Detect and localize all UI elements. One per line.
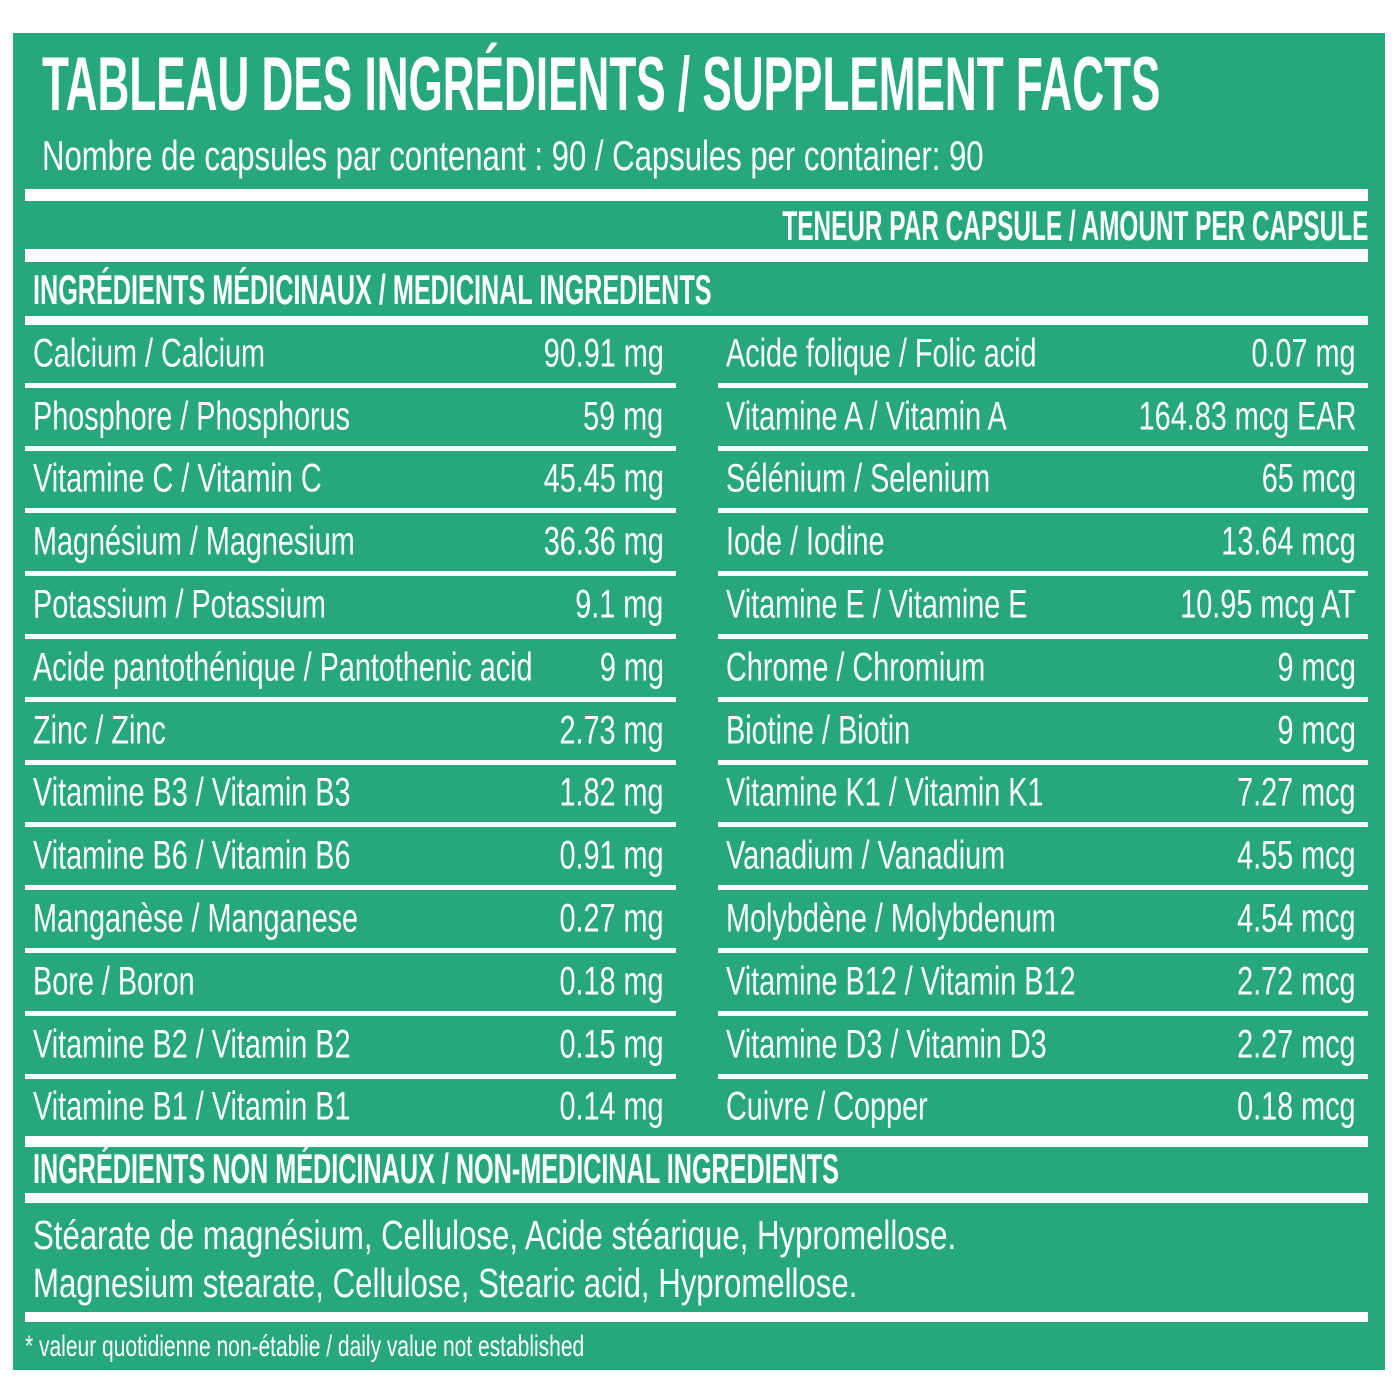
ingredient-name: Magnésium / Magnesium [33, 519, 355, 564]
table-row: Vitamine K1 / Vitamin K1 7.27 mcg [717, 765, 1368, 828]
supplement-facts-label: TABLEAU DES INGRÉDIENTS / SUPPLEMENT FAC… [13, 33, 1385, 1370]
ingredient-amount: 4.55 mcg [1237, 833, 1356, 878]
medicinal-column-left: Calcium / Calcium 90.91 mg Phosphore / Pho… [25, 325, 676, 1136]
non-medicinal-line-fr: Stéarate de magnésium, Cellulose, Acide … [33, 1212, 957, 1259]
ingredient-name: Vitamine D3 / Vitamin D3 [725, 1022, 1047, 1067]
ingredient-amount: 1.82 mg [559, 770, 664, 815]
divider-bar [25, 189, 1368, 201]
table-row: Acide folique / Folic acid 0.07 mg [717, 325, 1368, 388]
ingredient-name: Calcium / Calcium [33, 331, 266, 376]
table-row: Manganèse / Manganese 0.27 mg [25, 890, 676, 953]
ingredient-name: Chrome / Chromium [725, 645, 985, 690]
ingredient-amount: 0.27 mg [559, 896, 664, 941]
table-row: Phosphore / Phosphorus 59 mg [25, 388, 676, 451]
ingredient-name: Zinc / Zinc [33, 708, 166, 753]
table-row: Potassium / Potassium 9.1 mg [25, 576, 676, 639]
ingredient-amount: 2.73 mg [559, 708, 664, 753]
table-row: Vitamine B1 / Vitamin B1 0.14 mg [25, 1079, 676, 1137]
ingredient-amount: 10.95 mcg AT [1180, 582, 1356, 627]
medicinal-ingredients-table: Calcium / Calcium 90.91 mg Phosphore / Pho… [25, 325, 1368, 1136]
divider-bar [25, 316, 1368, 325]
ingredient-name: Acide pantothénique / Pantothenic acid [33, 645, 533, 690]
non-medicinal-ingredients-heading: INGRÉDIENTS NON MÉDICINAUX / NON-MEDICIN… [33, 1145, 839, 1193]
table-row: Vitamine E / Vitamine E 10.95 mcg AT [717, 576, 1368, 639]
label-title: TABLEAU DES INGRÉDIENTS / SUPPLEMENT FAC… [42, 42, 1161, 127]
ingredient-name: Iode / Iodine [725, 519, 885, 564]
table-row: Vitamine B2 / Vitamin B2 0.15 mg [25, 1016, 676, 1079]
ingredient-amount: 0.18 mg [559, 959, 664, 1004]
amount-per-capsule-header: TENEUR PAR CAPSULE / AMOUNT PER CAPSULE [781, 202, 1368, 249]
medicinal-ingredients-heading: INGRÉDIENTS MÉDICINAUX / MEDICINAL INGRE… [33, 266, 712, 313]
ingredient-amount: 9 mcg [1277, 645, 1356, 690]
table-row: Cuivre / Copper 0.18 mcg [718, 1079, 1369, 1137]
divider-bar [25, 1136, 1368, 1148]
daily-value-footnote: * valeur quotidienne non-établie / daily… [25, 1330, 585, 1364]
ingredient-amount: 164.83 mcg EAR [1138, 394, 1356, 439]
divider-bar [25, 1193, 1368, 1204]
ingredient-name: Molybdène / Molybdenum [725, 896, 1056, 941]
ingredient-amount: 36.36 mg [543, 519, 664, 564]
table-row: Vanadium / Vanadium 4.55 mcg [717, 827, 1368, 891]
ingredient-name: Phosphore / Phosphorus [33, 394, 351, 439]
amount-header-row: TENEUR PAR CAPSULE / AMOUNT PER CAPSULE [25, 203, 1368, 249]
non-medicinal-ingredients-text: Stéarate de magnésium, Cellulose, Acide … [33, 1211, 1385, 1307]
table-row: Vitamine C / Vitamin C 45.45 mg [25, 451, 676, 514]
ingredient-name: Bore / Boron [33, 959, 195, 1004]
divider-bar [25, 1312, 1368, 1323]
ingredient-amount: 45.45 mg [543, 456, 664, 501]
table-row: Vitamine B6 / Vitamin B6 0.91 mg [25, 827, 676, 891]
ingredient-amount: 7.27 mcg [1237, 770, 1356, 815]
ingredient-name: Vitamine C / Vitamin C [33, 456, 322, 501]
ingredient-name: Vitamine B1 / Vitamin B1 [33, 1084, 351, 1129]
ingredient-amount: 9.1 mg [575, 582, 664, 627]
table-row: Zinc / Zinc 2.73 mg [25, 702, 676, 765]
ingredient-amount: 0.07 mg [1251, 331, 1356, 376]
ingredient-amount: 9 mg [599, 645, 664, 690]
table-row: Acide pantothénique / Pantothenic acid 9 … [25, 639, 676, 702]
medicinal-column-right: Acide folique / Folic acid 0.07 mg Vitamin… [717, 325, 1369, 1137]
ingredient-amount: 2.72 mcg [1237, 959, 1356, 1004]
ingredient-name: Vitamine E / Vitamine E [725, 582, 1027, 627]
table-row: Bore / Boron 0.18 mg [25, 953, 676, 1016]
ingredient-amount: 4.54 mcg [1237, 896, 1356, 941]
ingredient-name: Biotine / Biotin [725, 708, 910, 753]
table-row: Iode / Iodine 13.64 mcg [717, 513, 1368, 577]
table-row: Vitamine B12 / Vitamin B12 2.72 mcg [717, 953, 1368, 1016]
ingredient-name: Potassium / Potassium [33, 582, 326, 627]
ingredient-amount: 0.18 mcg [1237, 1084, 1356, 1129]
ingredient-amount: 0.14 mg [559, 1084, 664, 1129]
ingredient-name: Manganèse / Manganese [33, 896, 359, 941]
ingredient-amount: 0.91 mg [559, 833, 664, 878]
ingredient-name: Vanadium / Vanadium [725, 833, 1005, 878]
ingredient-name: Cuivre / Copper [725, 1084, 928, 1129]
table-row: Calcium / Calcium 90.91 mg [25, 325, 676, 388]
table-row: Magnésium / Magnesium 36.36 mg [25, 513, 676, 577]
ingredient-amount: 13.64 mcg [1221, 519, 1356, 564]
ingredient-name: Vitamine B12 / Vitamin B12 [725, 959, 1076, 1004]
table-row: Vitamine B3 / Vitamin B3 1.82 mg [25, 765, 676, 828]
divider-bar [25, 249, 1368, 262]
table-row: Vitamine A / Vitamin A 164.83 mcg EAR [717, 388, 1368, 451]
ingredient-amount: 59 mg [583, 394, 664, 439]
ingredient-amount: 65 mcg [1261, 456, 1356, 501]
ingredient-amount: 90.91 mg [543, 331, 664, 376]
table-row: Chrome / Chromium 9 mcg [717, 639, 1368, 702]
ingredient-name: Vitamine B6 / Vitamin B6 [33, 833, 351, 878]
ingredient-name: Vitamine K1 / Vitamin K1 [725, 770, 1044, 815]
ingredient-amount: 0.15 mg [559, 1022, 664, 1067]
ingredient-name: Sélénium / Selenium [725, 456, 990, 501]
ingredient-amount: 9 mcg [1277, 708, 1356, 753]
ingredient-amount: 2.27 mcg [1237, 1022, 1356, 1067]
ingredient-name: Vitamine A / Vitamin A [725, 394, 1007, 439]
non-medicinal-line-en: Magnesium stearate, Cellulose, Stearic a… [33, 1260, 858, 1307]
table-row: Sélénium / Selenium 65 mcg [717, 451, 1368, 514]
capsules-per-container: Nombre de capsules par contenant : 90 / … [42, 132, 984, 179]
ingredient-name: Acide folique / Folic acid [725, 331, 1037, 376]
ingredient-name: Vitamine B3 / Vitamin B3 [33, 770, 351, 815]
table-row: Biotine / Biotin 9 mcg [717, 702, 1368, 765]
table-row: Vitamine D3 / Vitamin D3 2.27 mcg [717, 1016, 1368, 1079]
ingredient-name: Vitamine B2 / Vitamin B2 [33, 1022, 351, 1067]
table-row: Molybdène / Molybdenum 4.54 mcg [717, 890, 1368, 953]
